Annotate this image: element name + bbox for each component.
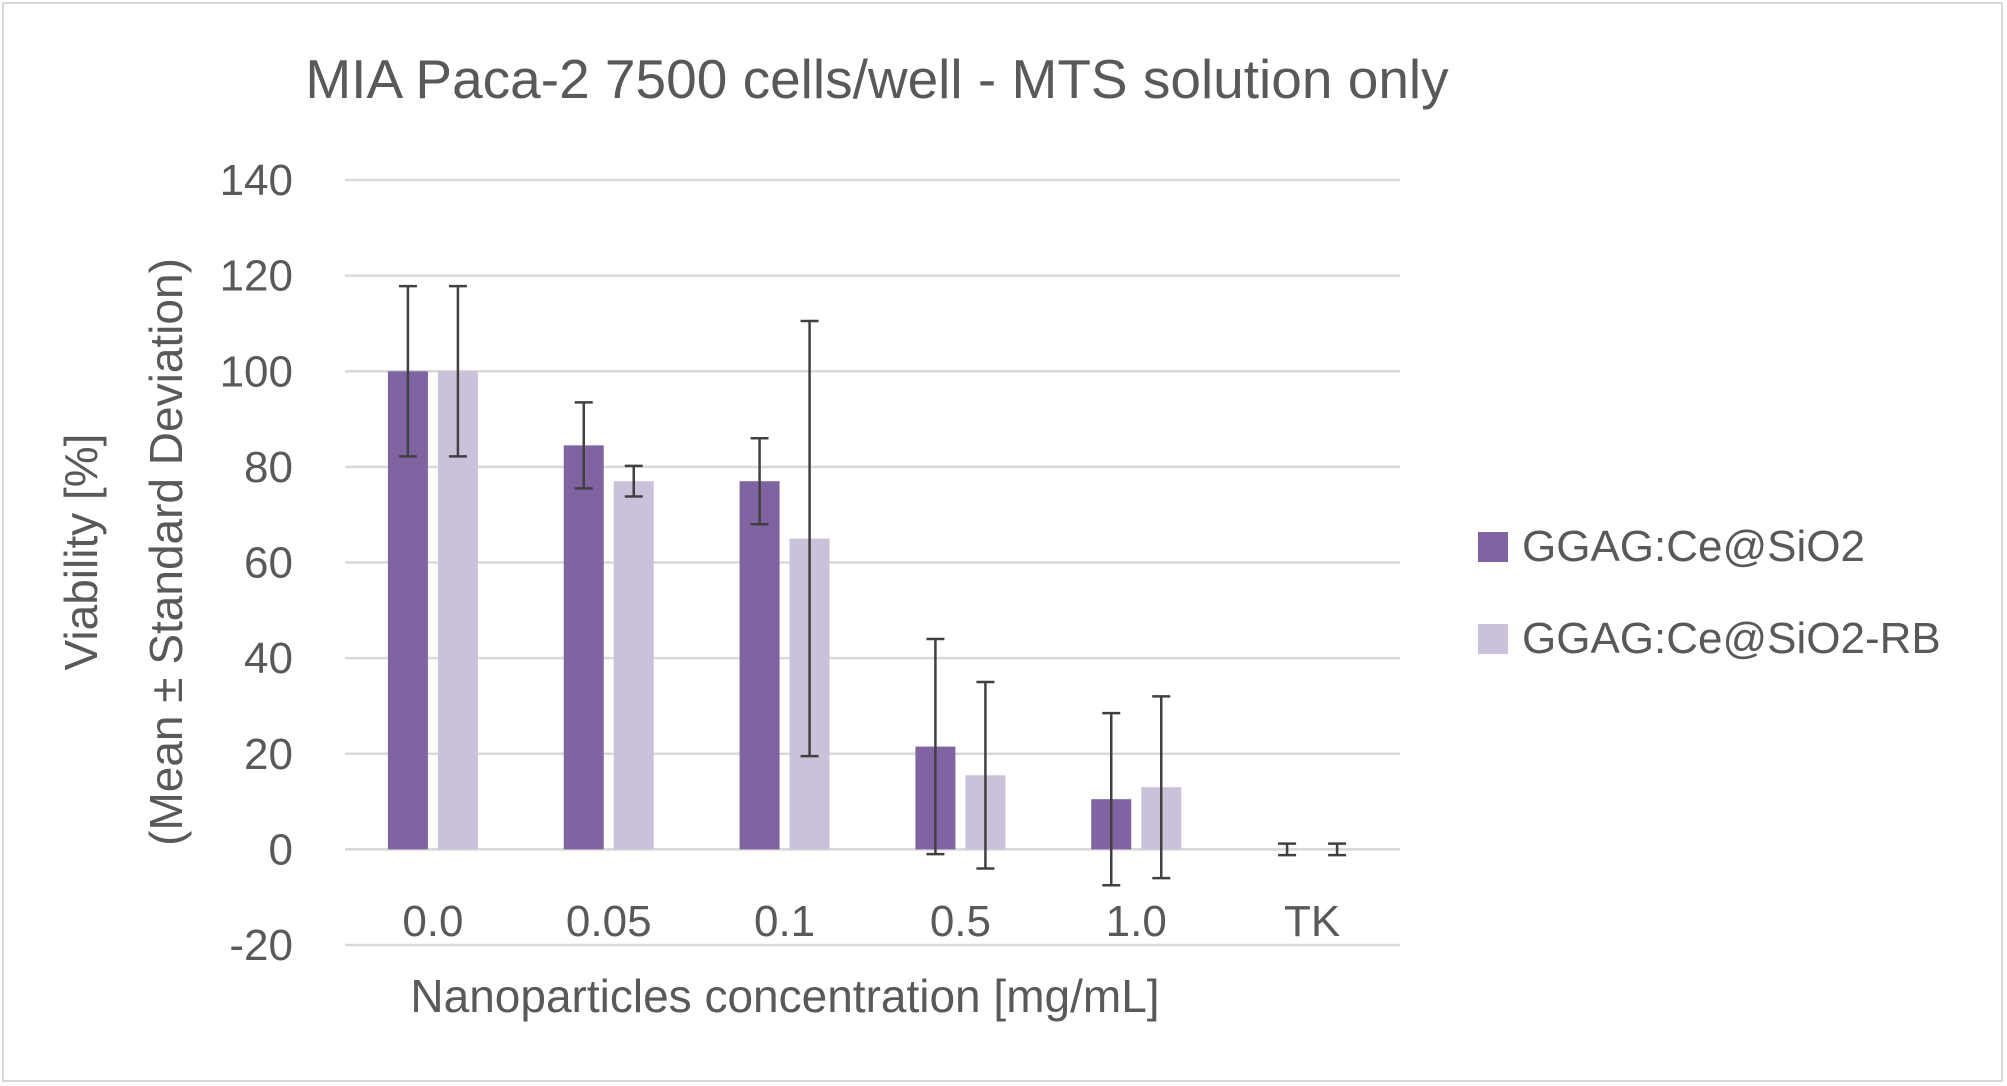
legend-swatch (1478, 532, 1508, 562)
gridlines (345, 178, 1400, 947)
y-axis-label-line2: (Mean ± Standard Deviation) (140, 258, 192, 846)
error-bar (976, 680, 995, 870)
y-tick-label: 140 (220, 156, 293, 205)
y-tick-label: 20 (244, 730, 293, 779)
error-bar (800, 319, 819, 758)
x-tick-labels: 0.0 0.05 0.1 0.5 1.0 TK (402, 897, 1340, 946)
y-tick-label: 60 (244, 539, 293, 588)
x-tick-label: 0.05 (566, 897, 652, 946)
bars (387, 371, 1182, 850)
y-tick-label: 0 (269, 825, 293, 874)
legend: GGAG:Ce@SiO2 GGAG:Ce@SiO2-RB (1478, 522, 1941, 663)
error-bar (750, 436, 769, 526)
chart-title: MIA Paca-2 7500 cells/well - MTS solutio… (305, 48, 1449, 110)
y-tick-label: 40 (244, 634, 293, 683)
error-bars (398, 284, 1347, 887)
legend-swatch (1478, 624, 1508, 654)
y-tick-label: 120 (220, 252, 293, 301)
error-bar (624, 464, 643, 498)
legend-label: GGAG:Ce@SiO2-RB (1522, 614, 1941, 663)
error-bar (398, 284, 417, 458)
x-tick-label: 0.1 (754, 897, 815, 946)
bar-ggag-ce-sio2-1 (563, 445, 604, 850)
legend-label: GGAG:Ce@SiO2 (1522, 522, 1865, 571)
y-axis-label-line1: Viability [%] (55, 434, 107, 671)
error-bar (448, 284, 467, 458)
y-tick-label: -20 (229, 921, 293, 970)
error-bar (1102, 711, 1121, 887)
error-bar (926, 637, 945, 856)
error-bar (574, 401, 593, 490)
error-bar (1278, 842, 1297, 857)
y-tick-labels: -20 0 20 40 60 80 100 120 140 (220, 156, 293, 970)
x-tick-label: TK (1284, 897, 1340, 946)
bar-ggag-ce-sio2-2 (739, 481, 780, 850)
x-tick-label: 0.0 (402, 897, 463, 946)
error-bar (1152, 695, 1171, 880)
x-axis-label: Nanoparticles concentration [mg/mL] (410, 970, 1159, 1022)
bar-ggag-ce-sio2-rb-1 (613, 481, 654, 850)
x-tick-label: 0.5 (930, 897, 991, 946)
y-tick-label: 100 (220, 347, 293, 396)
error-bar (1328, 842, 1347, 857)
y-tick-label: 80 (244, 443, 293, 492)
x-tick-label: 1.0 (1106, 897, 1167, 946)
